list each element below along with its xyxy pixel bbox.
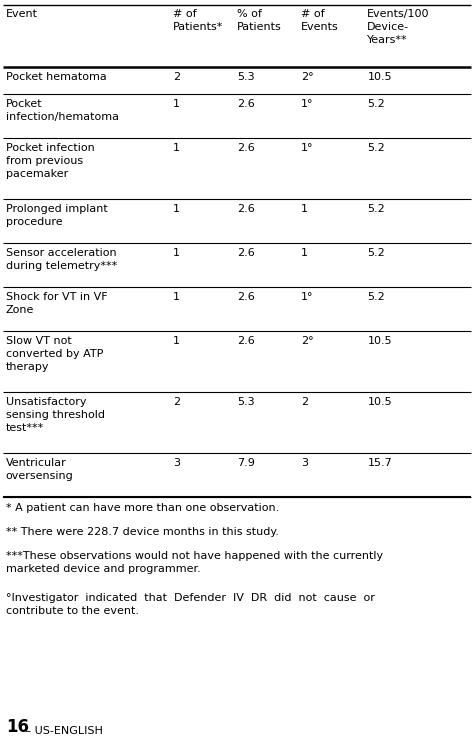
Text: °Investigator  indicated  that  Defender  IV  DR  did  not  cause  or
contribute: °Investigator indicated that Defender IV… <box>6 593 374 616</box>
Text: 5.3: 5.3 <box>237 72 255 82</box>
Text: Pocket
infection/hematoma: Pocket infection/hematoma <box>6 99 118 122</box>
Text: 10.5: 10.5 <box>367 336 392 346</box>
Text: 5.2: 5.2 <box>367 143 385 153</box>
Text: 2.6: 2.6 <box>237 99 255 109</box>
Text: 1: 1 <box>173 99 180 109</box>
Text: 5.2: 5.2 <box>367 204 385 214</box>
Text: Ventricular
oversensing: Ventricular oversensing <box>6 458 73 481</box>
Text: 10.5: 10.5 <box>367 397 392 407</box>
Text: 2.6: 2.6 <box>237 204 255 214</box>
Text: Pocket infection
from previous
pacemaker: Pocket infection from previous pacemaker <box>6 143 94 179</box>
Text: ** There were 228.7 device months in this study.: ** There were 228.7 device months in thi… <box>6 527 279 537</box>
Text: # of
Events: # of Events <box>301 9 339 32</box>
Text: 2°: 2° <box>301 72 314 82</box>
Text: 3: 3 <box>301 458 308 468</box>
Text: 5.2: 5.2 <box>367 292 385 302</box>
Text: % of
Patients: % of Patients <box>237 9 282 32</box>
Text: 1: 1 <box>173 248 180 258</box>
Text: 5.2: 5.2 <box>367 248 385 258</box>
Text: 2: 2 <box>173 397 180 407</box>
Text: Pocket hematoma: Pocket hematoma <box>6 72 107 82</box>
Text: Shock for VT in VF
Zone: Shock for VT in VF Zone <box>6 292 107 315</box>
Text: 1: 1 <box>173 143 180 153</box>
Text: ***These observations would not have happened with the currently
marketed device: ***These observations would not have hap… <box>6 551 383 574</box>
Text: 1: 1 <box>173 336 180 346</box>
Text: 2°: 2° <box>301 336 314 346</box>
Text: 2: 2 <box>173 72 180 82</box>
Text: 2.6: 2.6 <box>237 292 255 302</box>
Text: 5.2: 5.2 <box>367 99 385 109</box>
Text: – US-ENGLISH: – US-ENGLISH <box>22 726 102 736</box>
Text: 3: 3 <box>173 458 180 468</box>
Text: 15.7: 15.7 <box>367 458 392 468</box>
Text: 10.5: 10.5 <box>367 72 392 82</box>
Text: 5.3: 5.3 <box>237 397 255 407</box>
Text: 1°: 1° <box>301 292 313 302</box>
Text: Event: Event <box>6 9 38 19</box>
Text: 2.6: 2.6 <box>237 336 255 346</box>
Text: Prolonged implant
procedure: Prolonged implant procedure <box>6 204 108 227</box>
Text: * A patient can have more than one observation.: * A patient can have more than one obser… <box>6 503 279 513</box>
Text: 2.6: 2.6 <box>237 143 255 153</box>
Text: Sensor acceleration
during telemetry***: Sensor acceleration during telemetry*** <box>6 248 117 271</box>
Text: # of
Patients*: # of Patients* <box>173 9 223 32</box>
Text: 1°: 1° <box>301 143 313 153</box>
Text: 2: 2 <box>301 397 308 407</box>
Text: 1°: 1° <box>301 99 313 109</box>
Text: 1: 1 <box>301 204 308 214</box>
Text: 2.6: 2.6 <box>237 248 255 258</box>
Text: Unsatisfactory
sensing threshold
test***: Unsatisfactory sensing threshold test*** <box>6 397 105 433</box>
Text: 7.9: 7.9 <box>237 458 255 468</box>
Text: Slow VT not
converted by ATP
therapy: Slow VT not converted by ATP therapy <box>6 336 103 372</box>
Text: 1: 1 <box>301 248 308 258</box>
Text: Events/100
Device-
Years**: Events/100 Device- Years** <box>367 9 430 44</box>
Text: 1: 1 <box>173 204 180 214</box>
Text: 16: 16 <box>6 718 29 736</box>
Text: 1: 1 <box>173 292 180 302</box>
